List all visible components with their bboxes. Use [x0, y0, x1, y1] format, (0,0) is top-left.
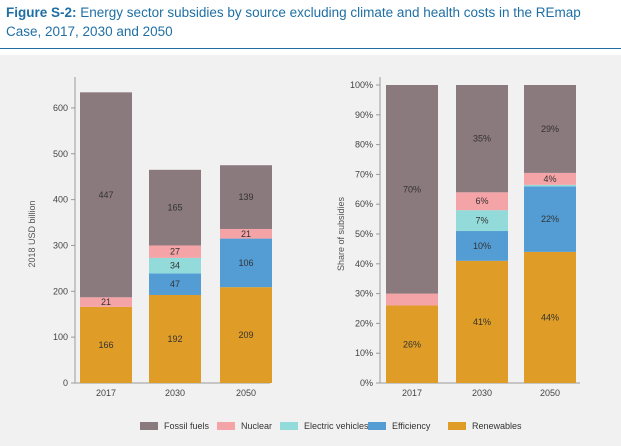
share-y-axis-label: Share of subsidies — [336, 196, 346, 271]
usd-data-label: 47 — [170, 279, 180, 289]
share-x-tick-label: 2017 — [402, 388, 422, 398]
share-data-label: 4% — [543, 174, 556, 184]
legend-swatch-fossil-fuels — [140, 422, 158, 430]
share-bar-efficiency-2050 — [524, 186, 576, 252]
usd-bar-nuclear-2050 — [220, 228, 272, 239]
usd-data-label: 209 — [238, 330, 253, 340]
usd-data-label: 447 — [98, 190, 113, 200]
legend-label-fossil-fuels: Fossil fuels — [164, 421, 210, 431]
share-bar-renewables-2017 — [386, 305, 438, 383]
share-data-label: 22% — [541, 214, 559, 224]
legend-swatch-efficiency — [368, 422, 386, 430]
usd-bar-fossil-fuels-2050 — [220, 165, 272, 229]
share-x-tick-label: 2050 — [540, 388, 560, 398]
usd-y-axis-label: 2018 USD billion — [27, 200, 37, 267]
legend-swatch-renewables — [448, 422, 466, 430]
usd-data-label: 21 — [101, 297, 111, 307]
share-bar-electric-vehicles-2050 — [524, 184, 576, 187]
figure-label: Figure S-2: — [6, 5, 77, 20]
share-data-label: 29% — [541, 124, 559, 134]
figure-title-text: Energy sector subsidies by source exclud… — [6, 5, 581, 39]
share-bar-nuclear-2017 — [386, 293, 438, 306]
share-bar-fossil-fuels-2030 — [456, 85, 508, 193]
share-data-label: 41% — [473, 317, 491, 327]
share-y-tick-label: 80% — [355, 140, 373, 150]
legend-swatch-nuclear — [217, 422, 235, 430]
usd-bar-efficiency-2030 — [149, 273, 201, 295]
share-y-tick-label: 20% — [355, 318, 373, 328]
usd-x-tick-label: 2050 — [236, 388, 256, 398]
usd-bar-electric-vehicles-2030 — [149, 257, 201, 274]
usd-bar-fossil-fuels-2017 — [80, 92, 132, 298]
share-data-label: 70% — [403, 184, 421, 194]
share-bar-nuclear-2030 — [456, 192, 508, 211]
usd-bar-renewables-2030 — [149, 294, 201, 383]
usd-data-label: 165 — [167, 203, 182, 213]
legend-label-renewables: Renewables — [472, 421, 522, 431]
usd-data-label: 192 — [167, 334, 182, 344]
usd-y-tick-label: 0 — [63, 378, 68, 388]
usd-data-label: 166 — [98, 340, 113, 350]
share-y-tick-label: 70% — [355, 169, 373, 179]
share-y-tick-label: 50% — [355, 229, 373, 239]
chart-legend: Fossil fuels Nuclear Electric vehicles Effi… — [0, 417, 621, 437]
legend-swatch-electric-vehicles — [280, 422, 298, 430]
usd-x-tick-label: 2017 — [96, 388, 116, 398]
share-y-tick-label: 0% — [360, 378, 373, 388]
legend-label-nuclear: Nuclear — [241, 421, 273, 431]
share-y-tick-label: 100% — [350, 80, 373, 90]
share-data-label: 7% — [475, 216, 488, 226]
usd-data-label: 21 — [241, 229, 251, 239]
usd-bar-renewables-2017 — [80, 306, 132, 383]
share-bar-efficiency-2030 — [456, 231, 508, 261]
usd-data-label: 34 — [170, 261, 180, 271]
usd-y-tick-label: 500 — [53, 149, 68, 159]
usd-y-tick-label: 300 — [53, 240, 68, 250]
usd-y-tick-label: 600 — [53, 103, 68, 113]
share-y-tick-label: 90% — [355, 110, 373, 120]
share-bar-renewables-2030 — [456, 260, 508, 383]
share-y-tick-label: 30% — [355, 289, 373, 299]
usd-y-tick-label: 100 — [53, 332, 68, 342]
share-bar-fossil-fuels-2017 — [386, 85, 438, 294]
share-bar-fossil-fuels-2050 — [524, 85, 576, 173]
share-bar-electric-vehicles-2030 — [456, 210, 508, 232]
usd-data-label: 27 — [170, 247, 180, 257]
share-data-label: 10% — [473, 241, 491, 251]
usd-data-label: 139 — [238, 192, 253, 202]
usd-y-tick-label: 400 — [53, 195, 68, 205]
usd-y-tick-label: 200 — [53, 286, 68, 296]
share-x-tick-label: 2030 — [472, 388, 492, 398]
usd-bar-fossil-fuels-2030 — [149, 169, 201, 246]
share-bar-renewables-2050 — [524, 251, 576, 383]
share-data-label: 26% — [403, 339, 421, 349]
legend-label-electric-vehicles: Electric vehicles — [304, 421, 369, 431]
share-data-label: 44% — [541, 312, 559, 322]
share-bar-nuclear-2050 — [524, 172, 576, 185]
usd-bar-efficiency-2050 — [220, 238, 272, 288]
legend-label-efficiency: Efficiency — [392, 421, 431, 431]
usd-x-tick-label: 2030 — [165, 388, 185, 398]
usd-bar-nuclear-2017 — [80, 297, 132, 307]
share-y-tick-label: 10% — [355, 348, 373, 358]
share-data-label: 6% — [475, 196, 488, 206]
share-y-tick-label: 60% — [355, 199, 373, 209]
figure-title: Figure S-2: Energy sector subsidies by s… — [6, 3, 616, 41]
share-data-label: 35% — [473, 134, 491, 144]
title-divider — [0, 48, 621, 49]
usd-data-label: 106 — [238, 258, 253, 268]
share-y-tick-label: 40% — [355, 259, 373, 269]
usd-bar-renewables-2050 — [220, 287, 272, 383]
usd-bar-nuclear-2030 — [149, 245, 201, 258]
